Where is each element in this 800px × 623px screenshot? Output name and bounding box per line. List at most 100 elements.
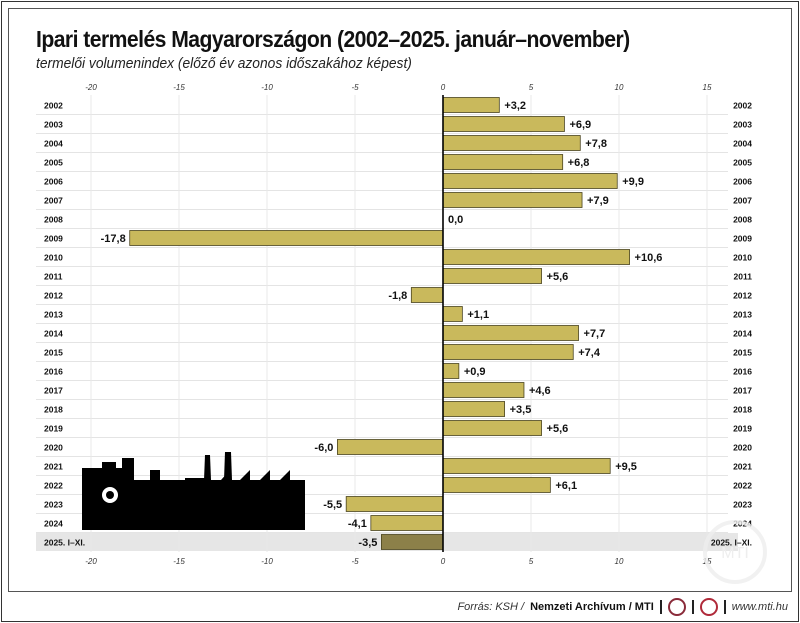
year-label-left: 2002	[44, 101, 63, 111]
year-label-left: 2024	[44, 519, 63, 529]
year-label-left: 2013	[44, 310, 63, 320]
year-label-left: 2004	[44, 139, 63, 149]
year-label-left: 2023	[44, 500, 63, 510]
year-label-right: 2019	[733, 424, 752, 434]
tick-label-bottom: 10	[615, 557, 624, 566]
year-label-right: 2006	[733, 177, 752, 187]
bar-2005	[442, 154, 564, 170]
data-label: +7,7	[584, 328, 606, 340]
data-label: +7,4	[578, 347, 601, 359]
bar-2011	[442, 268, 542, 284]
chart-title: Ipari termelés Magyarországon (2002–2025…	[36, 26, 630, 52]
data-label: -1,8	[388, 290, 407, 302]
year-label-left: 2017	[44, 386, 63, 396]
data-label: +6,8	[568, 157, 590, 169]
year-label-right: 2021	[733, 462, 752, 472]
data-label: +3,5	[510, 404, 532, 416]
year-label-left: 2016	[44, 367, 63, 377]
year-label-right: 2020	[733, 443, 752, 453]
data-label: +7,9	[587, 195, 609, 207]
data-label: +9,5	[615, 461, 637, 473]
mtva-logo-icon	[667, 598, 686, 616]
bar-2013	[442, 306, 463, 322]
year-label-right: 2023	[733, 500, 752, 510]
data-label: +6,9	[569, 119, 591, 131]
bar-2003	[442, 116, 565, 132]
year-label-left: 2009	[44, 234, 63, 244]
tick-label-top: -5	[351, 83, 359, 92]
tick-label-bottom: 0	[441, 557, 446, 566]
mti-watermark-icon	[703, 520, 767, 584]
year-label-left: 2012	[44, 291, 63, 301]
data-label: +9,9	[622, 176, 644, 188]
bar-2004	[442, 135, 581, 151]
data-label: +4,6	[529, 385, 551, 397]
tick-label-top: 10	[615, 83, 624, 92]
year-label-right: 2007	[733, 196, 752, 206]
year-label-left: 2022	[44, 481, 63, 491]
year-label-left: 2011	[44, 272, 63, 282]
bar-2014	[442, 325, 579, 341]
year-label-right: 2018	[733, 405, 752, 415]
year-label-right: 2011	[734, 272, 753, 282]
bar-2009	[129, 230, 444, 246]
bar-2015	[442, 344, 574, 360]
year-label-right: 2014	[733, 329, 752, 339]
source-bold: Nemzeti Archívum / MTI	[530, 601, 654, 613]
tick-label-top: -20	[85, 83, 97, 92]
data-label: +5,6	[547, 271, 569, 283]
year-label-left: 2007	[44, 196, 63, 206]
tick-label-top: -15	[173, 83, 185, 92]
year-label-left: 2021	[44, 462, 63, 472]
footer: Forrás: KSH / Nemzeti Archívum / MTI www…	[457, 598, 788, 616]
year-label-left: 2006	[44, 177, 63, 187]
tick-label-bottom: -5	[351, 557, 359, 566]
separator	[691, 600, 694, 614]
data-label: -5,5	[323, 499, 342, 511]
year-label-left: 2008	[44, 215, 63, 225]
tick-label-bottom: -20	[85, 557, 97, 566]
factory-icon	[82, 452, 305, 530]
tick-label-bottom: 5	[529, 557, 534, 566]
year-label-left: 2005	[44, 158, 63, 168]
chart-frame	[8, 8, 792, 592]
year-label-right: 2012	[733, 291, 752, 301]
year-label-right: 2016	[733, 367, 752, 377]
bar-2002	[442, 97, 500, 113]
watermark-text: MTI	[721, 545, 749, 562]
year-label-left: 2018	[44, 405, 63, 415]
tick-label-bottom: -15	[173, 557, 185, 566]
mti-logo-icon	[699, 598, 718, 616]
bar-2023	[345, 496, 444, 512]
bar-2019	[442, 420, 542, 436]
bar-2010	[442, 249, 630, 265]
data-label: -3,5	[358, 537, 377, 549]
year-label-right: 2017	[733, 386, 752, 396]
data-label: +5,6	[547, 423, 569, 435]
website-link[interactable]: www.mti.hu	[731, 601, 788, 613]
year-label-right: 2009	[733, 234, 752, 244]
data-label: +7,8	[585, 138, 607, 150]
chart-subtitle: termelői volumenindex (előző év azonos i…	[36, 55, 412, 72]
data-label: +0,9	[464, 366, 486, 378]
source-prefix: Forrás: KSH /	[457, 601, 525, 613]
data-label: +10,6	[635, 252, 663, 264]
year-label-left: 2003	[44, 120, 63, 130]
data-label: -17,8	[101, 233, 126, 245]
year-label-right: 2003	[733, 120, 752, 130]
year-label-right: 2013	[733, 310, 752, 320]
year-label-left: 2019	[44, 424, 63, 434]
separator	[723, 600, 726, 614]
bar-2020	[336, 439, 444, 455]
bar-2024	[370, 515, 444, 531]
year-label-left: 2010	[44, 253, 63, 263]
year-label-right: 2025. I–XI.	[711, 538, 752, 548]
bar-2007	[442, 192, 583, 208]
bar-2021	[442, 458, 611, 474]
year-label-right: 2004	[733, 139, 752, 149]
bar-2018	[442, 401, 505, 417]
year-label-right: 2015	[733, 348, 752, 358]
tick-label-top: 0	[441, 83, 446, 92]
data-label: -6,0	[314, 442, 333, 454]
